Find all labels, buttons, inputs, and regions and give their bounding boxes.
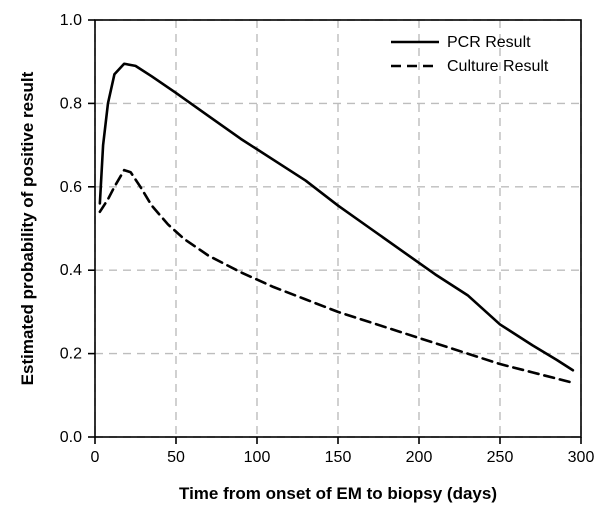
x-tick-label: 100 [244,449,271,466]
x-tick-label: 0 [91,449,100,466]
y-tick-label: 1.0 [60,12,82,29]
probability-line-chart: 0 50 100 150 200 250 300 Time from onset of EM … [0,0,609,527]
x-axis-label: Time from onset of EM to biopsy (days) [179,484,497,503]
x-tick-label: 200 [406,449,433,466]
x-tick-label: 50 [167,449,185,466]
x-tick-label: 300 [568,449,595,466]
chart-container: 0 50 100 150 200 250 300 Time from onset of EM … [0,0,609,527]
chart-bg [0,0,609,527]
y-tick-label: 0.2 [60,346,82,363]
x-tick-label: 250 [487,449,514,466]
y-tick-label: 0.8 [60,95,82,112]
legend-label: Culture Result [447,58,549,75]
y-tick-label: 0.4 [60,262,82,279]
y-axis-label: Estimated probability of positive result [18,71,37,385]
legend-label: PCR Result [447,34,531,51]
y-tick-label: 0.6 [60,179,82,196]
x-tick-label: 150 [325,449,352,466]
y-tick-label: 0.0 [60,429,82,446]
